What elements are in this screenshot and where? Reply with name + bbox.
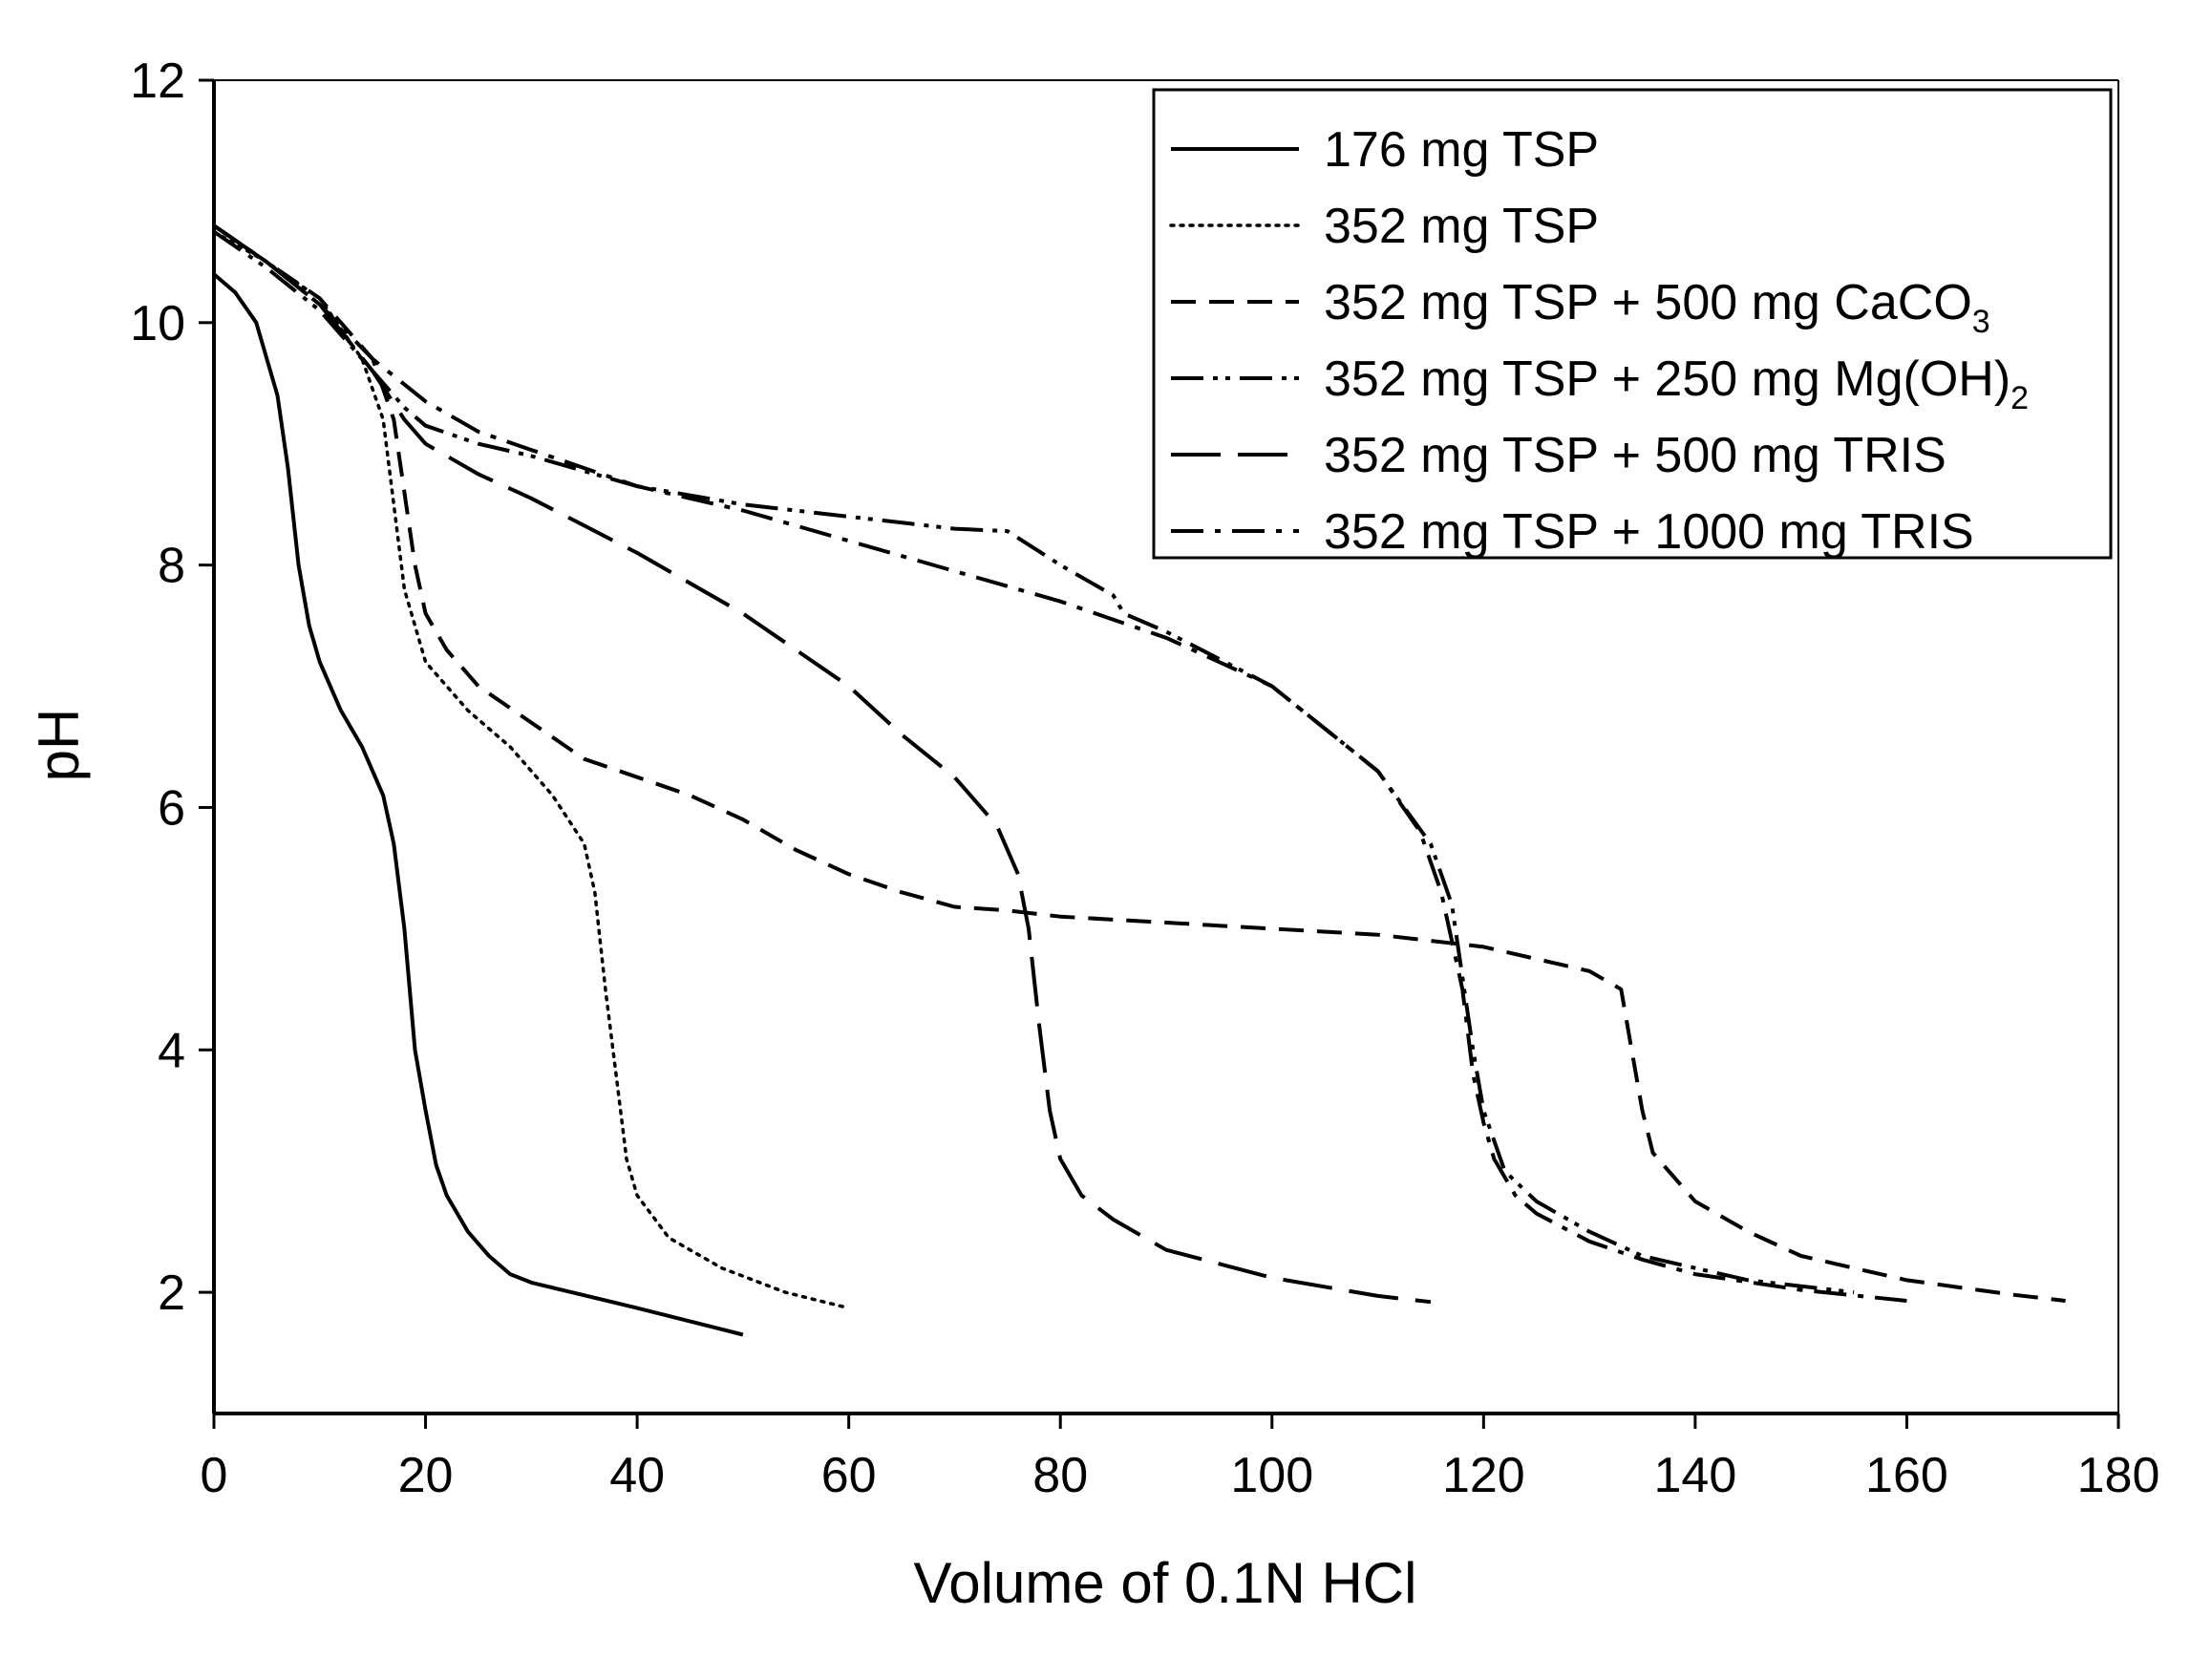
y-tick-label: 12 xyxy=(130,53,185,109)
x-axis-title: Volume of 0.1N HCl xyxy=(914,1551,1417,1615)
x-tick-label: 0 xyxy=(201,1448,228,1503)
x-tick-label: 80 xyxy=(1032,1448,1088,1503)
x-tick-label: 120 xyxy=(1442,1448,1525,1503)
y-tick-label: 6 xyxy=(158,780,185,836)
plot-area xyxy=(212,223,2066,1337)
series-line-1 xyxy=(212,272,744,1337)
x-tick-label: 160 xyxy=(1865,1448,1948,1503)
x-tick-label: 140 xyxy=(1654,1448,1737,1503)
y-tick-label: 2 xyxy=(158,1265,185,1321)
legend-label-5: 352 mg TSP + 500 mg TRIS xyxy=(1324,428,1946,483)
x-tick-label: 100 xyxy=(1230,1448,1313,1503)
legend-label-3: 352 mg TSP + 500 mg CaCO3 xyxy=(1324,275,1990,340)
y-axis-title: pH xyxy=(27,709,91,782)
series-line-3 xyxy=(212,223,2066,1303)
legend-label-1: 176 mg TSP xyxy=(1324,122,1599,178)
series-line-2 xyxy=(212,229,851,1310)
series-line-4 xyxy=(212,229,1855,1295)
y-tick-label: 10 xyxy=(130,296,185,351)
x-tick-label: 20 xyxy=(398,1448,454,1503)
x-tick-label: 60 xyxy=(821,1448,877,1503)
x-tick-label: 40 xyxy=(609,1448,665,1503)
axes: 0 20 40 60 80 100 120 140 160 180 2 4 6 8 10 12 xyxy=(130,53,2159,1503)
y-tick-label: 4 xyxy=(158,1023,185,1078)
legend-label-4: 352 mg TSP + 250 mg Mg(OH)2 xyxy=(1324,351,2029,416)
legend-box xyxy=(1152,88,2113,560)
legend-label-2: 352 mg TSP xyxy=(1324,199,1599,254)
x-tick-label: 180 xyxy=(2077,1448,2160,1503)
y-tick-label: 8 xyxy=(158,539,185,594)
series-line-6 xyxy=(212,223,1907,1303)
legend: 176 mg TSP 352 mg TSP 352 mg TSP + 500 mg … xyxy=(1152,88,2113,560)
series-line-5 xyxy=(212,223,1432,1305)
legend-label-6: 352 mg TSP + 1000 mg TRIS xyxy=(1324,504,1974,560)
